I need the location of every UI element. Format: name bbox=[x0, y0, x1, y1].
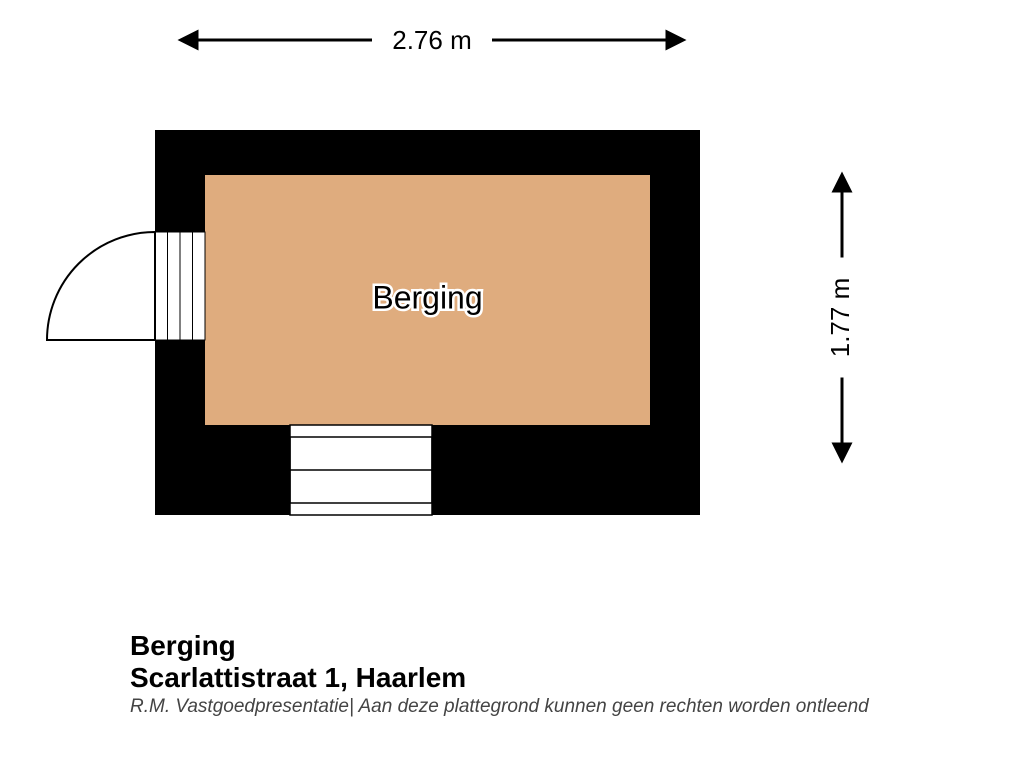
room-label: Berging bbox=[372, 279, 482, 315]
floorplan-canvas: Berging 2.76 m 1.77 m Berging Scarlattistr… bbox=[0, 0, 1024, 768]
dimension-height-label: 1.77 m bbox=[825, 278, 855, 358]
caption-title-line1: Berging bbox=[130, 630, 869, 662]
caption-disclaimer: R.M. Vastgoedpresentatie| Aan deze platt… bbox=[130, 696, 869, 718]
caption-title-line2: Scarlattistraat 1, Haarlem bbox=[130, 662, 869, 694]
door-swing bbox=[47, 232, 155, 340]
caption-block: Berging Scarlattistraat 1, Haarlem R.M. … bbox=[130, 630, 869, 718]
dimension-width-label: 2.76 m bbox=[392, 25, 472, 55]
